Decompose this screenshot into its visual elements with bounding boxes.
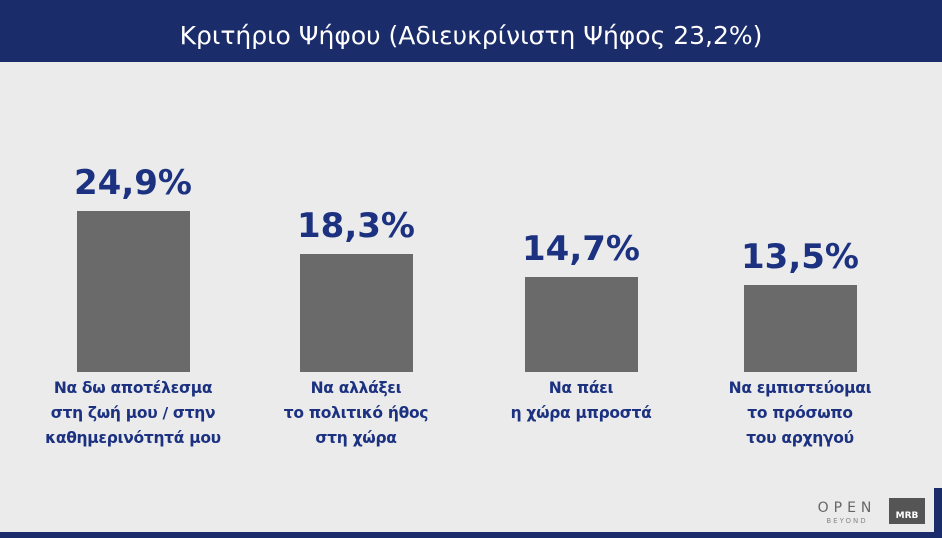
source-logo: MRB	[889, 498, 925, 524]
bar	[76, 211, 190, 372]
channel-tagline: BEYOND	[826, 517, 868, 525]
category-label: Να εμπιστεύομαι το πρόσωπο του αρχηγού	[728, 379, 872, 447]
chart-title: Κριτήριο Ψήφου (Αδιευκρίνιστη Ψήφος 23,2…	[179, 21, 763, 50]
footer-bar	[0, 532, 942, 538]
value-label: 14,7%	[522, 229, 640, 270]
category-label: Να αλλάξει το πολιτικό ήθος στη χώρα	[283, 379, 429, 447]
value-label: 24,9%	[74, 163, 192, 204]
side-bar	[934, 488, 942, 538]
bar	[299, 253, 413, 372]
category-label: Να δω αποτέλεσμα στη ζωή μου / στην καθη…	[45, 379, 221, 447]
category-label: Να πάει η χώρα μπροστά	[510, 379, 652, 422]
channel-logo: OPEN	[817, 500, 877, 516]
header-bar	[0, 0, 942, 62]
bar	[524, 277, 638, 372]
value-label: 13,5%	[741, 236, 859, 277]
bar	[743, 284, 857, 372]
value-label: 18,3%	[297, 205, 415, 246]
